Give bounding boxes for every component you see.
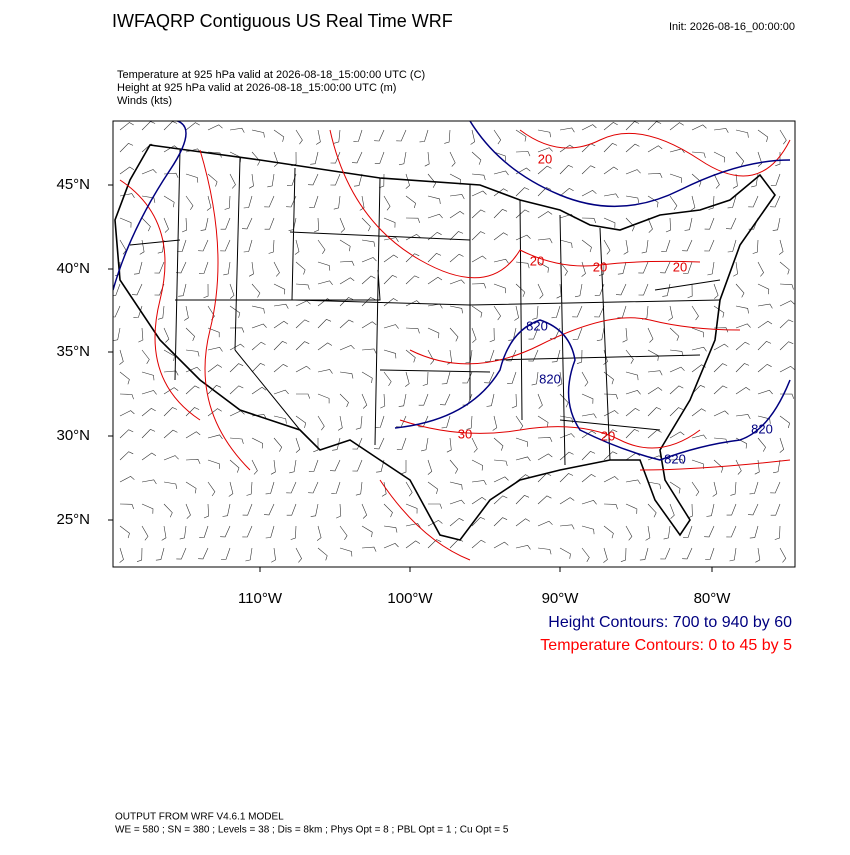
contour-label: 820 <box>526 318 548 333</box>
lon-label: 110°W <box>238 590 283 607</box>
temperature-contours <box>119 129 791 561</box>
contour-label: 820 <box>751 421 773 436</box>
contour-label: 20 <box>593 259 607 274</box>
init-time: Init: 2026-08-16_00:00:00 <box>669 21 795 33</box>
lat-label: 25°N <box>56 511 90 528</box>
contour-label: 820 <box>539 371 561 386</box>
footer-line: WE = 580 ; SN = 380 ; Levels = 38 ; Dis … <box>115 825 509 836</box>
legend-entry: Temperature Contours: 0 to 45 by 5 <box>540 637 792 654</box>
legend-entry: Height Contours: 700 to 940 by 60 <box>548 614 792 631</box>
contour-label: 20 <box>601 428 615 443</box>
contour-label: 20 <box>530 253 544 268</box>
lat-label: 45°N <box>56 176 90 193</box>
axis-labels: 45°N 40°N 35°N 30°N 25°N 110°W 100°W 90°W 80°W <box>56 176 731 607</box>
footer-line: OUTPUT FROM WRF V4.6.1 MODEL <box>115 812 284 823</box>
title: IWFAQRP Contiguous US Real Time WRF <box>112 11 453 31</box>
contour-label: 20 <box>538 151 552 166</box>
field-label: Temperature at 925 hPa valid at 2026-08-… <box>117 69 425 81</box>
lon-label: 80°W <box>694 590 732 607</box>
lat-label: 30°N <box>56 427 90 444</box>
country-outline <box>114 144 776 541</box>
lat-label: 40°N <box>56 260 90 277</box>
field-label: Winds (kts) <box>117 95 172 107</box>
contour-labels: 20 20 20 20 30 20 820 820 820 820 <box>458 151 773 466</box>
field-label: Height at 925 hPa valid at 2026-08-18_15… <box>117 82 396 94</box>
lon-label: 90°W <box>542 590 580 607</box>
lon-label: 100°W <box>387 590 433 607</box>
wind-barbs <box>113 121 795 563</box>
contour-label: 20 <box>673 259 687 274</box>
contour-label: 30 <box>458 426 472 441</box>
wind-barb <box>113 121 795 563</box>
map-frame <box>112 120 796 568</box>
contour-label: 820 <box>664 451 686 466</box>
state-borders <box>129 149 721 466</box>
lat-label: 35°N <box>56 343 90 360</box>
